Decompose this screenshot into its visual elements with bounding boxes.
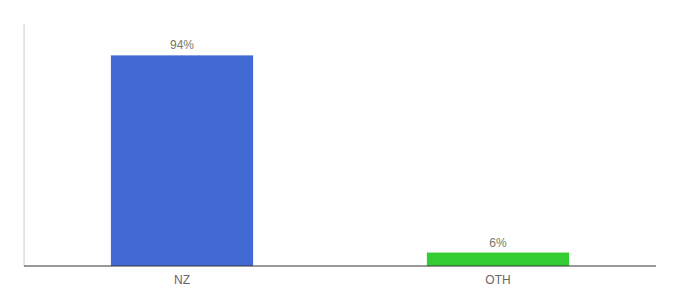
x-axis-line bbox=[24, 266, 656, 267]
y-axis-line bbox=[24, 24, 25, 266]
chart-container: NZ OTH 94% 6% bbox=[0, 0, 680, 300]
x-tick-label: OTH bbox=[485, 273, 510, 287]
bars bbox=[111, 55, 569, 266]
bar bbox=[111, 55, 253, 266]
data-label: 94% bbox=[170, 38, 194, 52]
chart: NZ OTH 94% 6% bbox=[0, 0, 680, 300]
x-tick-label: NZ bbox=[174, 273, 190, 287]
bar bbox=[427, 253, 569, 266]
data-label: 6% bbox=[489, 236, 507, 250]
